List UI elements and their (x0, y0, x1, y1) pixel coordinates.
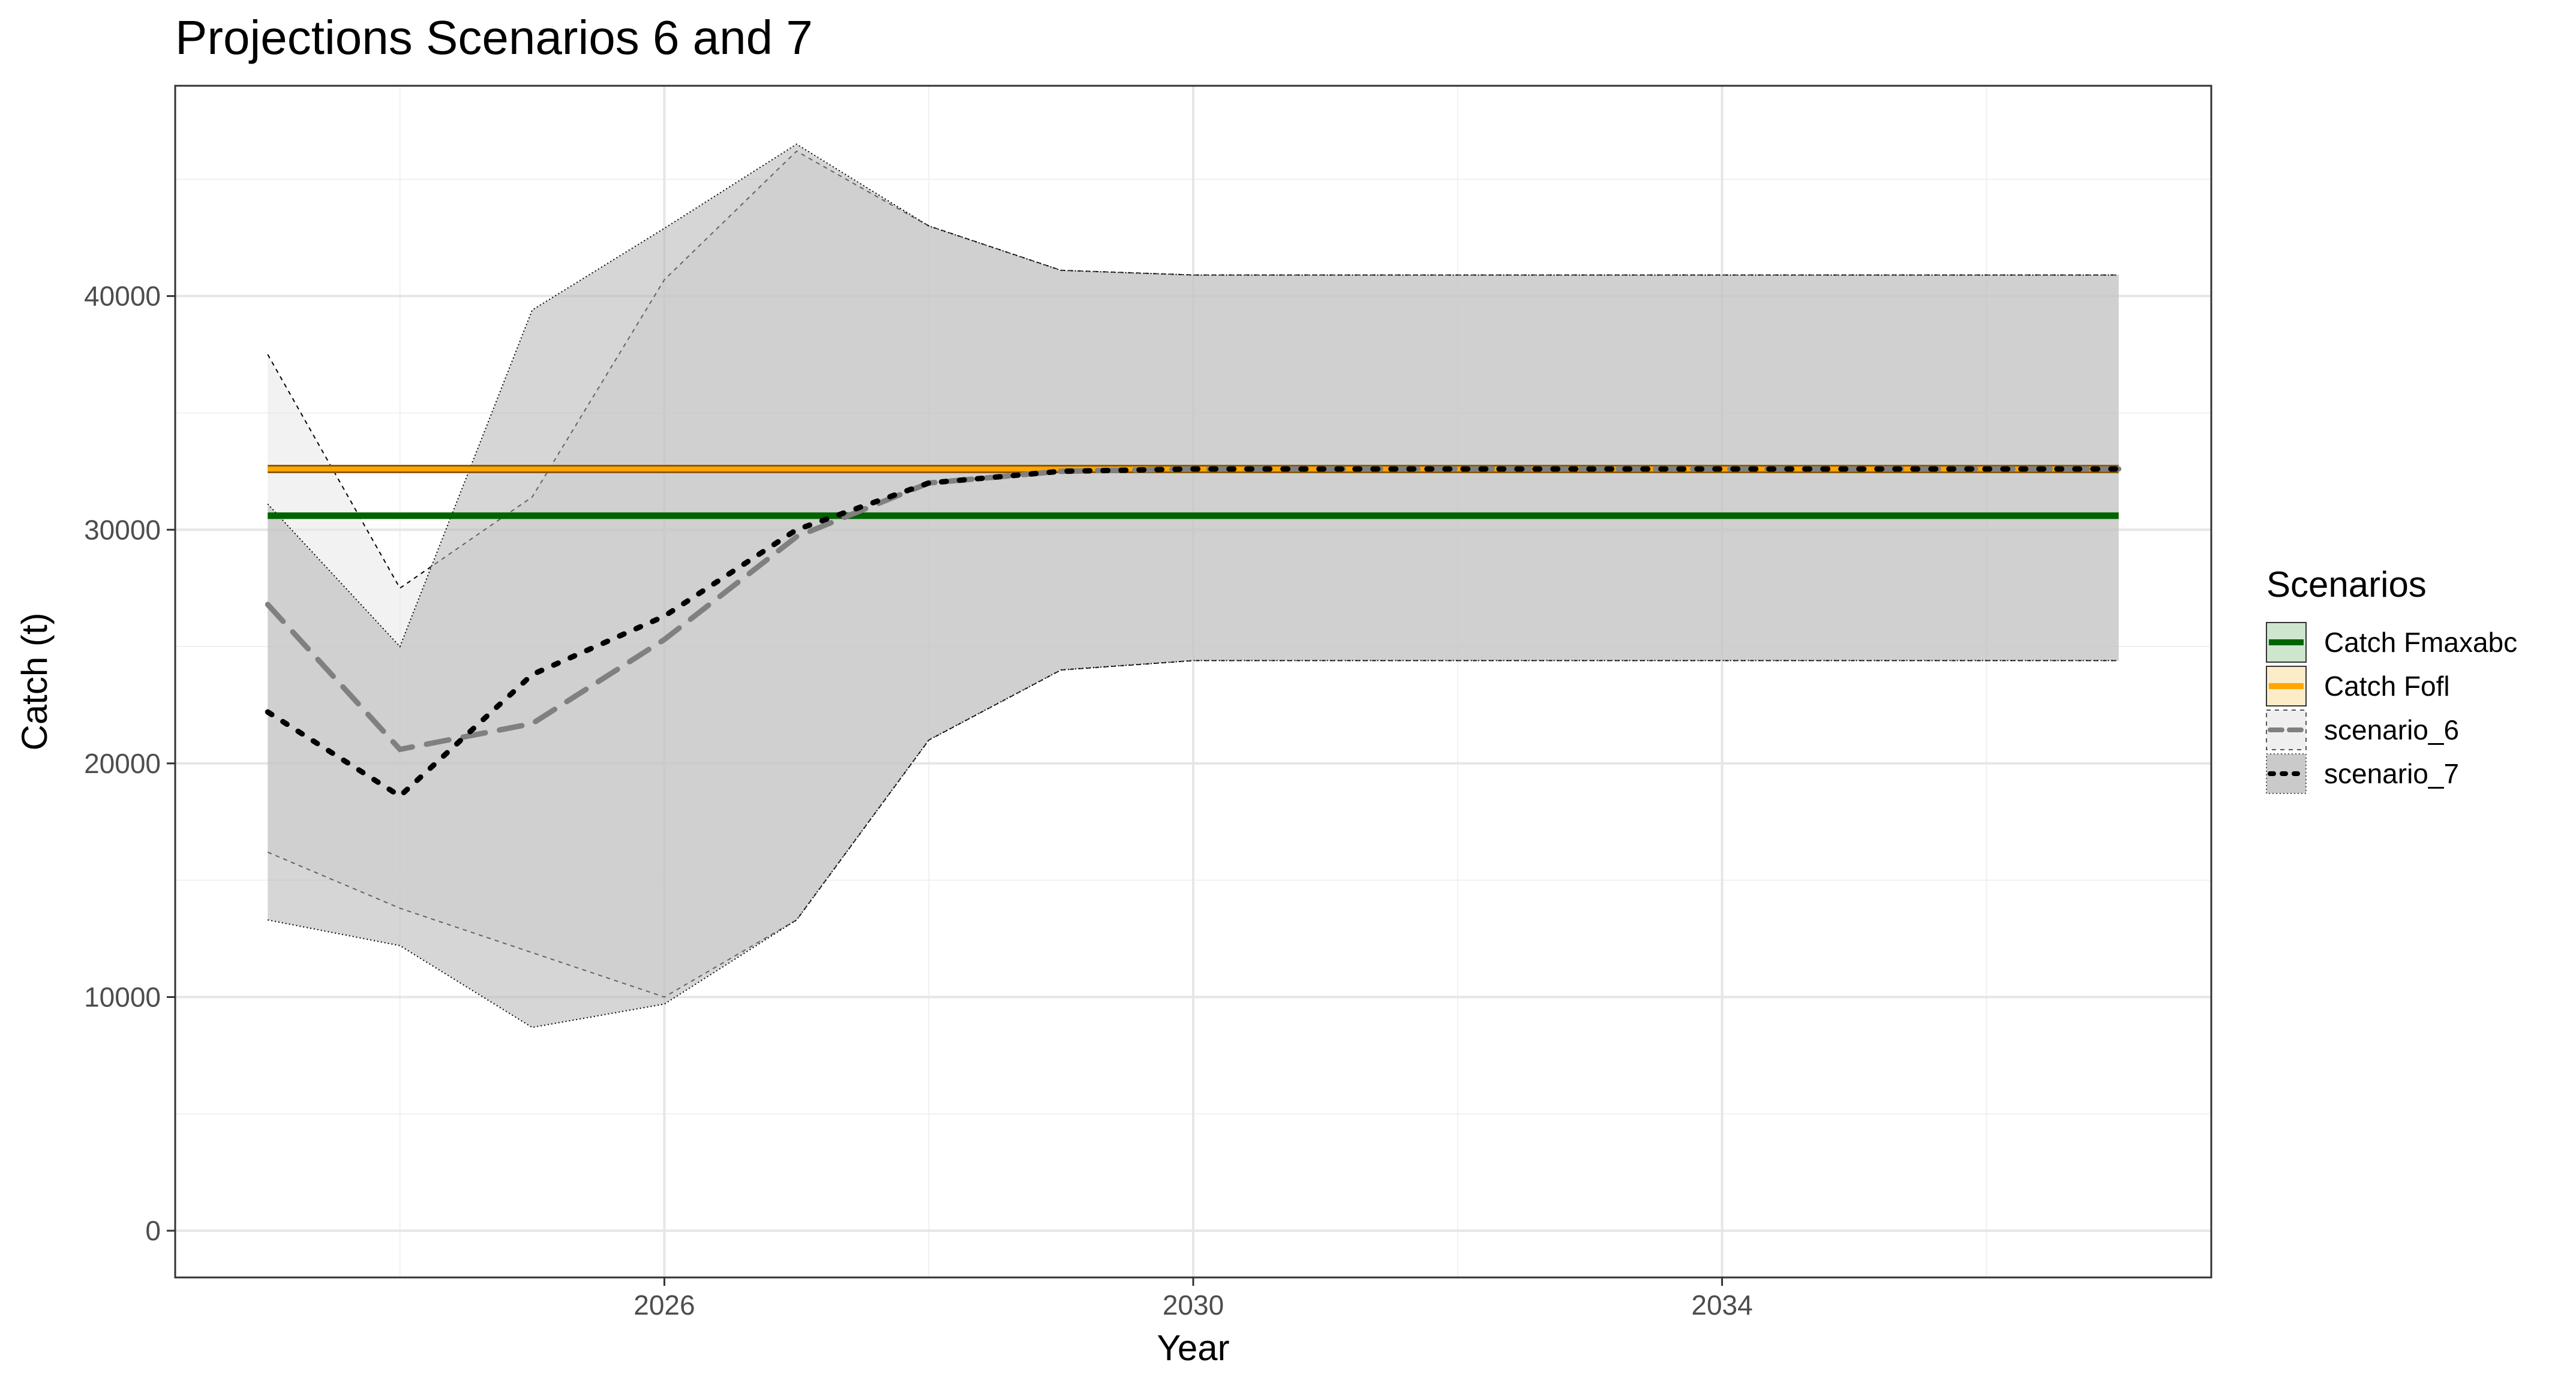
x-tick-label: 2034 (1691, 1289, 1752, 1321)
legend-label: scenario_6 (2324, 714, 2459, 745)
y-axis: 0 10000 20000 30000 40000 (84, 281, 175, 1246)
y-tick-label: 10000 (84, 981, 161, 1012)
ribbon-layer (267, 143, 2119, 1029)
legend: Scenarios Catch Fmaxabc Catch Fofl scenari… (2266, 564, 2517, 794)
y-tick-label: 20000 (84, 748, 161, 779)
scenario_7-band-upper-edge (267, 143, 2119, 648)
chart-title: Projections Scenarios 6 and 7 (175, 11, 813, 64)
y-tick-label: 0 (145, 1215, 161, 1246)
series-line-layer (265, 466, 2122, 800)
legend-label: scenario_7 (2324, 758, 2459, 789)
scenario_7-band-lower-edge (268, 660, 2119, 1029)
y-tick-label: 30000 (84, 514, 161, 545)
scenario_7-band (268, 144, 2119, 1028)
x-tick-label: 2030 (1163, 1289, 1224, 1321)
y-tick-label: 40000 (84, 281, 161, 312)
x-axis: 2026 2030 2034 (634, 1277, 1753, 1321)
legend-label: Catch Fofl (2324, 671, 2450, 702)
legend-title: Scenarios (2266, 564, 2427, 605)
x-tick-label: 2026 (634, 1289, 695, 1321)
y-axis-title: Catch (t) (14, 612, 55, 750)
legend-label: Catch Fmaxabc (2324, 627, 2517, 658)
scenario_7-line (265, 466, 2122, 800)
x-axis-title: Year (1157, 1328, 1229, 1368)
